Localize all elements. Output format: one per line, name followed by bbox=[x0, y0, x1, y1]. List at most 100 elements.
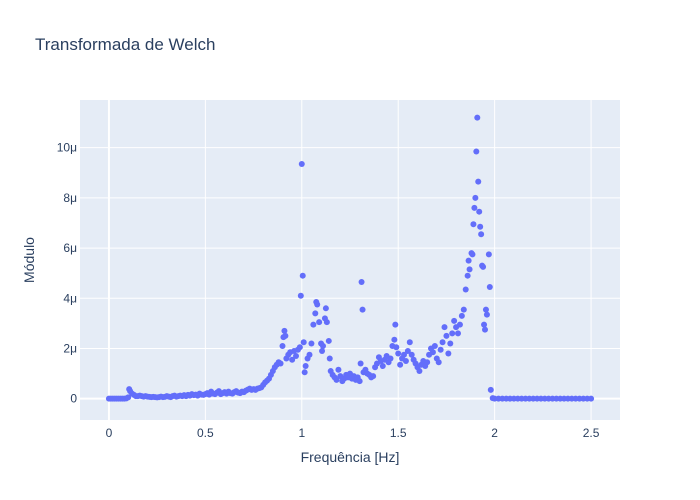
data-point bbox=[393, 344, 400, 351]
data-point bbox=[314, 301, 321, 308]
data-point bbox=[431, 342, 438, 349]
data-point bbox=[392, 321, 399, 328]
data-point bbox=[456, 321, 463, 328]
data-point bbox=[289, 356, 296, 363]
data-point bbox=[435, 359, 442, 366]
data-point bbox=[277, 360, 284, 367]
data-point bbox=[402, 358, 409, 365]
data-point bbox=[443, 332, 450, 339]
data-point bbox=[470, 221, 477, 228]
data-point bbox=[455, 330, 461, 337]
data-point bbox=[322, 305, 329, 312]
data-point bbox=[406, 339, 413, 346]
data-point bbox=[441, 324, 448, 331]
x-tick-label: 2 bbox=[491, 426, 498, 440]
data-point bbox=[404, 347, 411, 354]
data-point bbox=[472, 194, 479, 201]
data-point bbox=[480, 263, 487, 270]
data-point bbox=[323, 319, 330, 326]
data-point bbox=[471, 204, 478, 211]
data-point bbox=[462, 286, 469, 293]
data-point bbox=[296, 344, 303, 351]
data-point bbox=[476, 208, 483, 215]
data-point bbox=[319, 347, 326, 354]
y-tick-label: 4μ bbox=[63, 291, 77, 305]
data-point bbox=[447, 340, 454, 347]
data-point bbox=[416, 368, 423, 375]
data-point bbox=[466, 266, 473, 273]
data-point bbox=[478, 231, 485, 238]
data-point bbox=[439, 339, 446, 346]
data-point bbox=[477, 223, 484, 230]
data-point bbox=[333, 376, 340, 383]
data-point bbox=[281, 327, 288, 334]
data-point bbox=[335, 366, 342, 373]
data-point bbox=[297, 292, 304, 299]
data-point bbox=[391, 336, 398, 343]
data-point bbox=[408, 351, 415, 358]
y-axis-title: Módulo bbox=[21, 237, 37, 283]
data-point bbox=[482, 326, 488, 333]
chart-title: Transformada de Welch bbox=[35, 35, 215, 54]
y-tick-labels: 0 2μ 4μ 6μ 8μ 10μ bbox=[57, 141, 78, 406]
data-point bbox=[588, 395, 595, 402]
data-point bbox=[125, 394, 132, 401]
y-tick-label: 10μ bbox=[57, 141, 77, 155]
x-tick-label: 1.5 bbox=[390, 426, 407, 440]
x-tick-label: 0 bbox=[106, 426, 113, 440]
data-point bbox=[437, 346, 444, 353]
data-point bbox=[473, 148, 480, 155]
data-point bbox=[370, 373, 377, 380]
data-point bbox=[395, 350, 402, 357]
data-point bbox=[357, 360, 364, 367]
x-tick-label: 2.5 bbox=[583, 426, 600, 440]
data-point bbox=[483, 311, 490, 318]
data-point bbox=[401, 351, 407, 358]
plot-area bbox=[80, 100, 620, 420]
y-tick-label: 2μ bbox=[63, 341, 77, 355]
data-point bbox=[320, 342, 326, 349]
data-point bbox=[299, 272, 306, 279]
data-point bbox=[429, 349, 436, 356]
data-point bbox=[464, 272, 471, 279]
data-point bbox=[308, 340, 315, 347]
y-tick-label: 8μ bbox=[63, 191, 77, 205]
data-point bbox=[298, 161, 305, 167]
data-point bbox=[469, 251, 476, 258]
data-point bbox=[312, 310, 319, 317]
data-point bbox=[474, 114, 481, 121]
y-tick-label: 6μ bbox=[63, 241, 77, 255]
data-point bbox=[359, 306, 366, 313]
x-tick-label: 1 bbox=[298, 426, 305, 440]
data-point bbox=[458, 312, 465, 319]
data-point bbox=[279, 342, 286, 349]
data-point bbox=[316, 319, 323, 326]
data-points bbox=[105, 114, 595, 402]
data-point bbox=[475, 178, 482, 185]
data-point bbox=[397, 361, 404, 368]
data-point bbox=[482, 306, 489, 313]
y-tick-label: 0 bbox=[70, 392, 77, 406]
data-point bbox=[306, 351, 313, 358]
data-point bbox=[302, 363, 309, 370]
data-point bbox=[325, 337, 332, 344]
data-point bbox=[486, 283, 493, 290]
data-point bbox=[424, 359, 431, 366]
data-point bbox=[300, 339, 307, 346]
x-tick-labels: 0 0.5 1 1.5 2 2.5 bbox=[106, 426, 600, 440]
x-tick-label: 0.5 bbox=[197, 426, 214, 440]
data-point bbox=[460, 306, 467, 313]
data-point bbox=[358, 278, 365, 285]
data-point bbox=[449, 330, 456, 337]
data-point bbox=[356, 378, 363, 385]
x-axis-title: Frequência [Hz] bbox=[301, 449, 400, 465]
data-point bbox=[445, 350, 452, 357]
data-point bbox=[301, 369, 308, 376]
data-point bbox=[282, 332, 289, 339]
data-point bbox=[487, 386, 494, 393]
data-point bbox=[451, 317, 458, 324]
data-point bbox=[379, 363, 386, 370]
data-point bbox=[326, 355, 333, 362]
data-point bbox=[465, 257, 472, 264]
data-point bbox=[293, 353, 299, 359]
